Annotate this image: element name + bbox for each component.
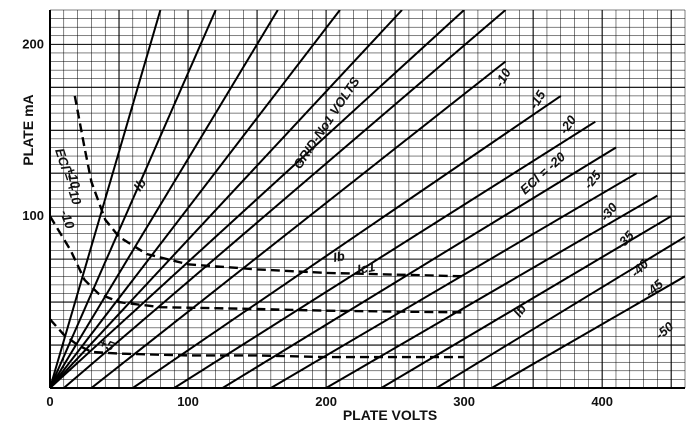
x-tick-label: 200 — [315, 394, 337, 409]
plate-curve-0 — [50, 10, 162, 388]
x-tick-label: 100 — [177, 394, 199, 409]
screen-curve-label-1: -10 — [57, 208, 78, 232]
plate-curve-15 — [491, 275, 685, 388]
chart-axes — [49, 10, 685, 389]
x-tick-label: 0 — [46, 394, 53, 409]
plate-curve-14 — [435, 235, 685, 388]
screen-curve-label-2: +5 — [97, 335, 117, 354]
plate-curve-9 — [173, 120, 596, 388]
y-axis-title: PLATE mA — [20, 94, 36, 165]
plate-curve-label-15: -50 — [652, 318, 677, 342]
plate-curve-5 — [50, 10, 465, 388]
plate-curve-4 — [50, 10, 403, 388]
plate-curve-label-14: -45 — [642, 276, 667, 300]
plate-curve-7 — [90, 60, 507, 388]
plate-curve-10 — [222, 146, 617, 388]
current-label-1: Ib — [332, 248, 346, 265]
current-label-2: Ic1 — [356, 259, 376, 277]
y-tick-label: 200 — [22, 36, 44, 51]
plate-curve-8 — [132, 95, 562, 388]
y-tick-label: 100 — [22, 208, 44, 223]
plate-curve-label-11: -30 — [597, 199, 621, 224]
plate-curve-1 — [50, 10, 217, 388]
plate-curve-label-8: -15 — [526, 87, 549, 112]
plate-curve-3 — [50, 10, 341, 388]
tick-labels: 0 100 200 300 400 100 200 — [22, 36, 613, 409]
current-label-3: Ib — [510, 302, 529, 320]
plate-curve-13 — [380, 215, 672, 388]
screen-current-curves — [50, 95, 465, 359]
x-tick-label: 300 — [453, 394, 475, 409]
x-axis-title: PLATE VOLTS — [343, 407, 437, 423]
screen-curve-1 — [50, 215, 465, 314]
plate-curve-11 — [270, 172, 638, 388]
chart-grid — [49, 9, 686, 389]
screen-curve-0 — [73, 95, 465, 278]
plate-curve-2 — [50, 10, 279, 388]
x-tick-label: 400 — [591, 394, 613, 409]
plate-curves — [50, 10, 685, 388]
plate-curve-6 — [63, 10, 507, 388]
screen-curve-label-0: +10 — [63, 165, 83, 191]
plate-curve-label-10: -25 — [581, 167, 605, 192]
